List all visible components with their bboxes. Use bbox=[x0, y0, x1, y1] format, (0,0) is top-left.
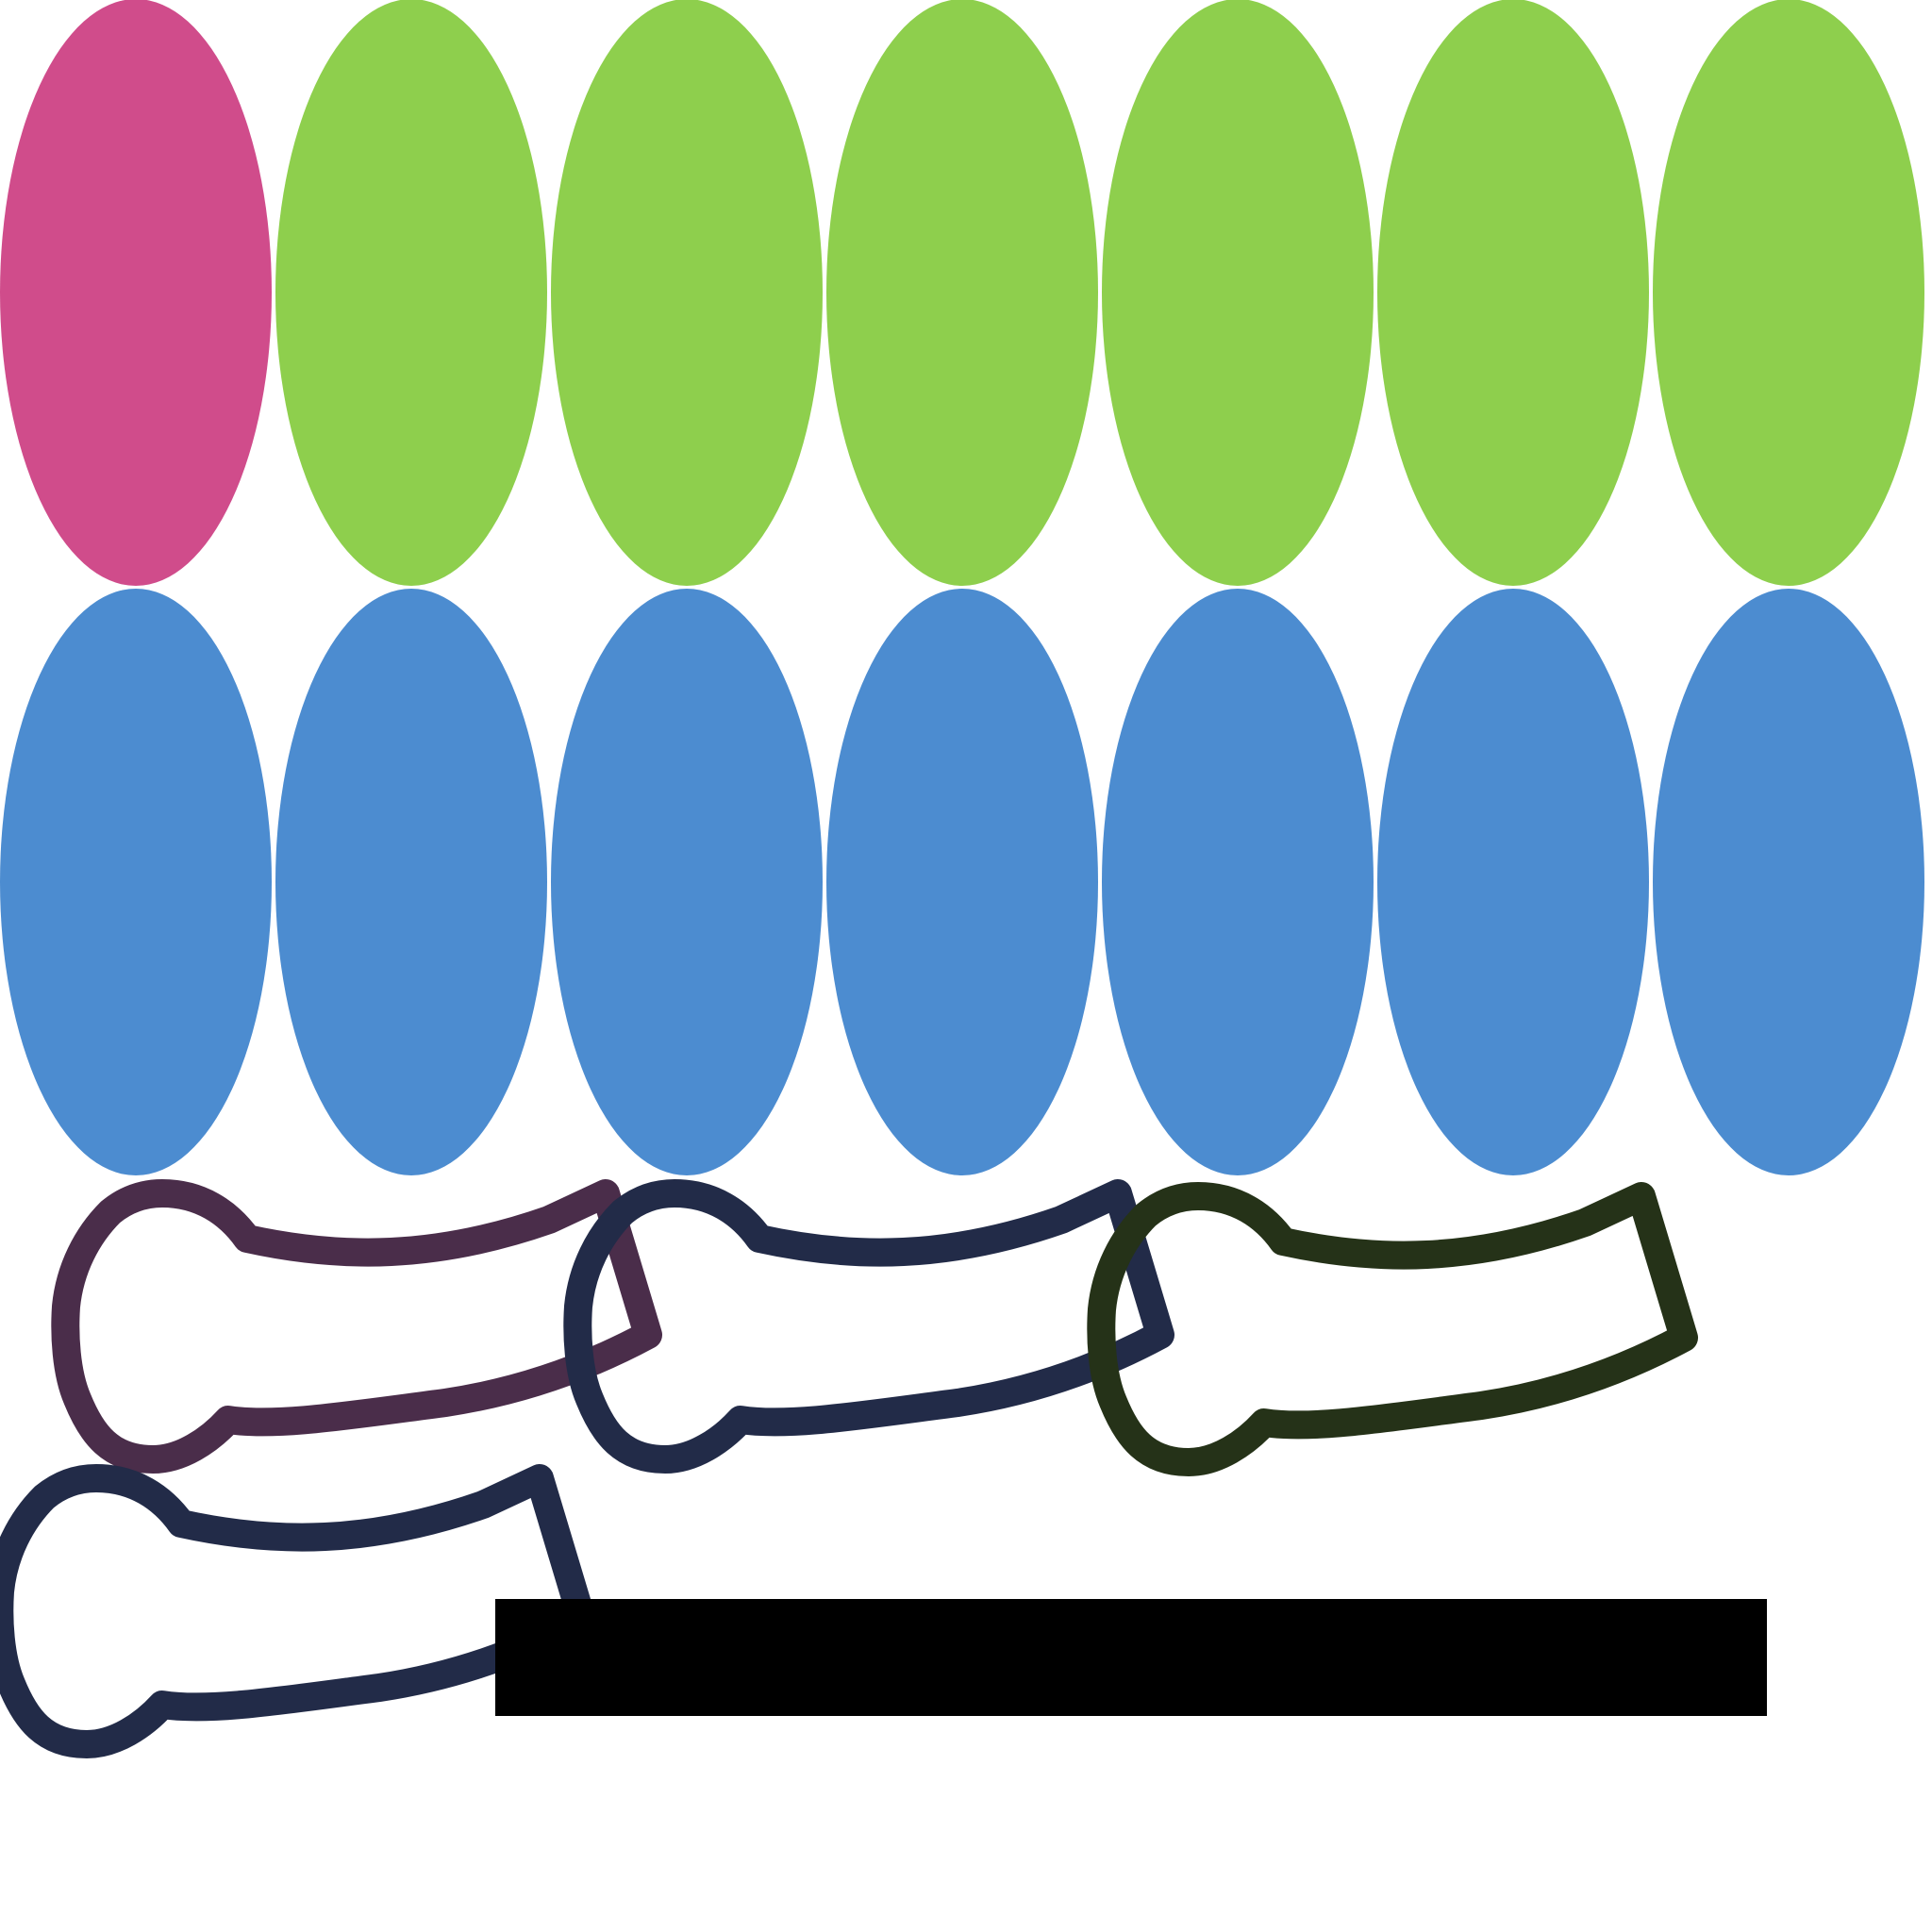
hook-shape-1 bbox=[51, 1179, 662, 1474]
top-row-ellipse-7 bbox=[1653, 0, 1924, 586]
middle-row-ellipse-4 bbox=[826, 589, 1098, 1175]
hook-shape-4 bbox=[0, 1464, 596, 1758]
top-row-ellipse-4 bbox=[826, 0, 1098, 586]
middle-row-ellipse-5 bbox=[1102, 589, 1374, 1175]
top-row-ellipse-5 bbox=[1102, 0, 1374, 586]
hook-shape-3 bbox=[1087, 1182, 1698, 1476]
top-row bbox=[0, 0, 1924, 586]
middle-row-ellipse-7 bbox=[1653, 589, 1924, 1175]
middle-row-ellipse-1 bbox=[0, 589, 272, 1175]
middle-row-ellipse-2 bbox=[275, 589, 547, 1175]
top-row-ellipse-2 bbox=[275, 0, 547, 586]
top-row-ellipse-6 bbox=[1377, 0, 1649, 586]
black-bar bbox=[495, 1599, 1767, 1716]
hook-row bbox=[0, 1179, 1698, 1758]
hook-shape-2 bbox=[563, 1179, 1174, 1474]
middle-row bbox=[0, 589, 1924, 1175]
middle-row-ellipse-3 bbox=[551, 589, 823, 1175]
middle-row-ellipse-6 bbox=[1377, 589, 1649, 1175]
top-row-ellipse-1 bbox=[0, 0, 272, 586]
top-row-ellipse-3 bbox=[551, 0, 823, 586]
